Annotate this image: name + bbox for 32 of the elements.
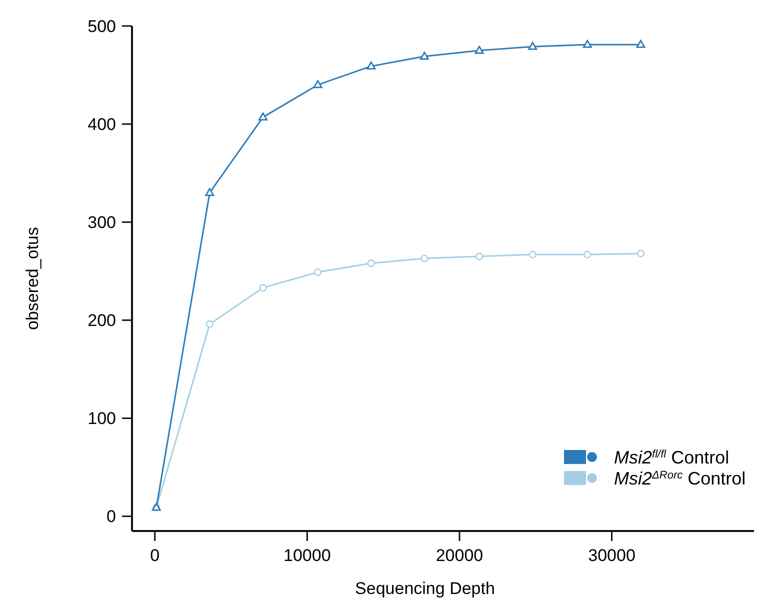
x-tick-label: 10000 [284,546,331,565]
y-axis-title: obsered_otus [23,226,42,330]
legend-label: Msi2$^{fl/fl}$ Control [614,447,730,468]
point [528,250,536,258]
legend-label: Msi2$^{ΔRorc}$ Control [614,468,746,488]
point [259,284,267,292]
y-tick-label: 500 [88,16,116,36]
x-tick-label: 0 [150,546,160,565]
point [420,52,429,60]
point [475,252,484,260]
y-tick-label: 200 [88,311,116,330]
point [528,42,538,50]
x-tick-label: 30000 [588,546,636,565]
point [636,250,645,258]
point [206,320,214,328]
point [584,250,592,258]
y-tick-label: 100 [88,409,116,428]
y-tick-label: 400 [88,115,116,134]
point [420,254,428,262]
point [367,260,375,268]
y-tick-label: 300 [88,213,116,232]
point [205,188,214,196]
point [582,40,592,48]
point [258,112,268,120]
point [313,80,322,88]
point [474,46,484,54]
x-tick-label: 20000 [436,546,484,565]
y-tick-label: 0 [106,507,116,526]
point [366,62,376,70]
x-axis-title: Sequencing Depth [355,579,495,598]
point [636,40,646,48]
point [314,268,322,276]
